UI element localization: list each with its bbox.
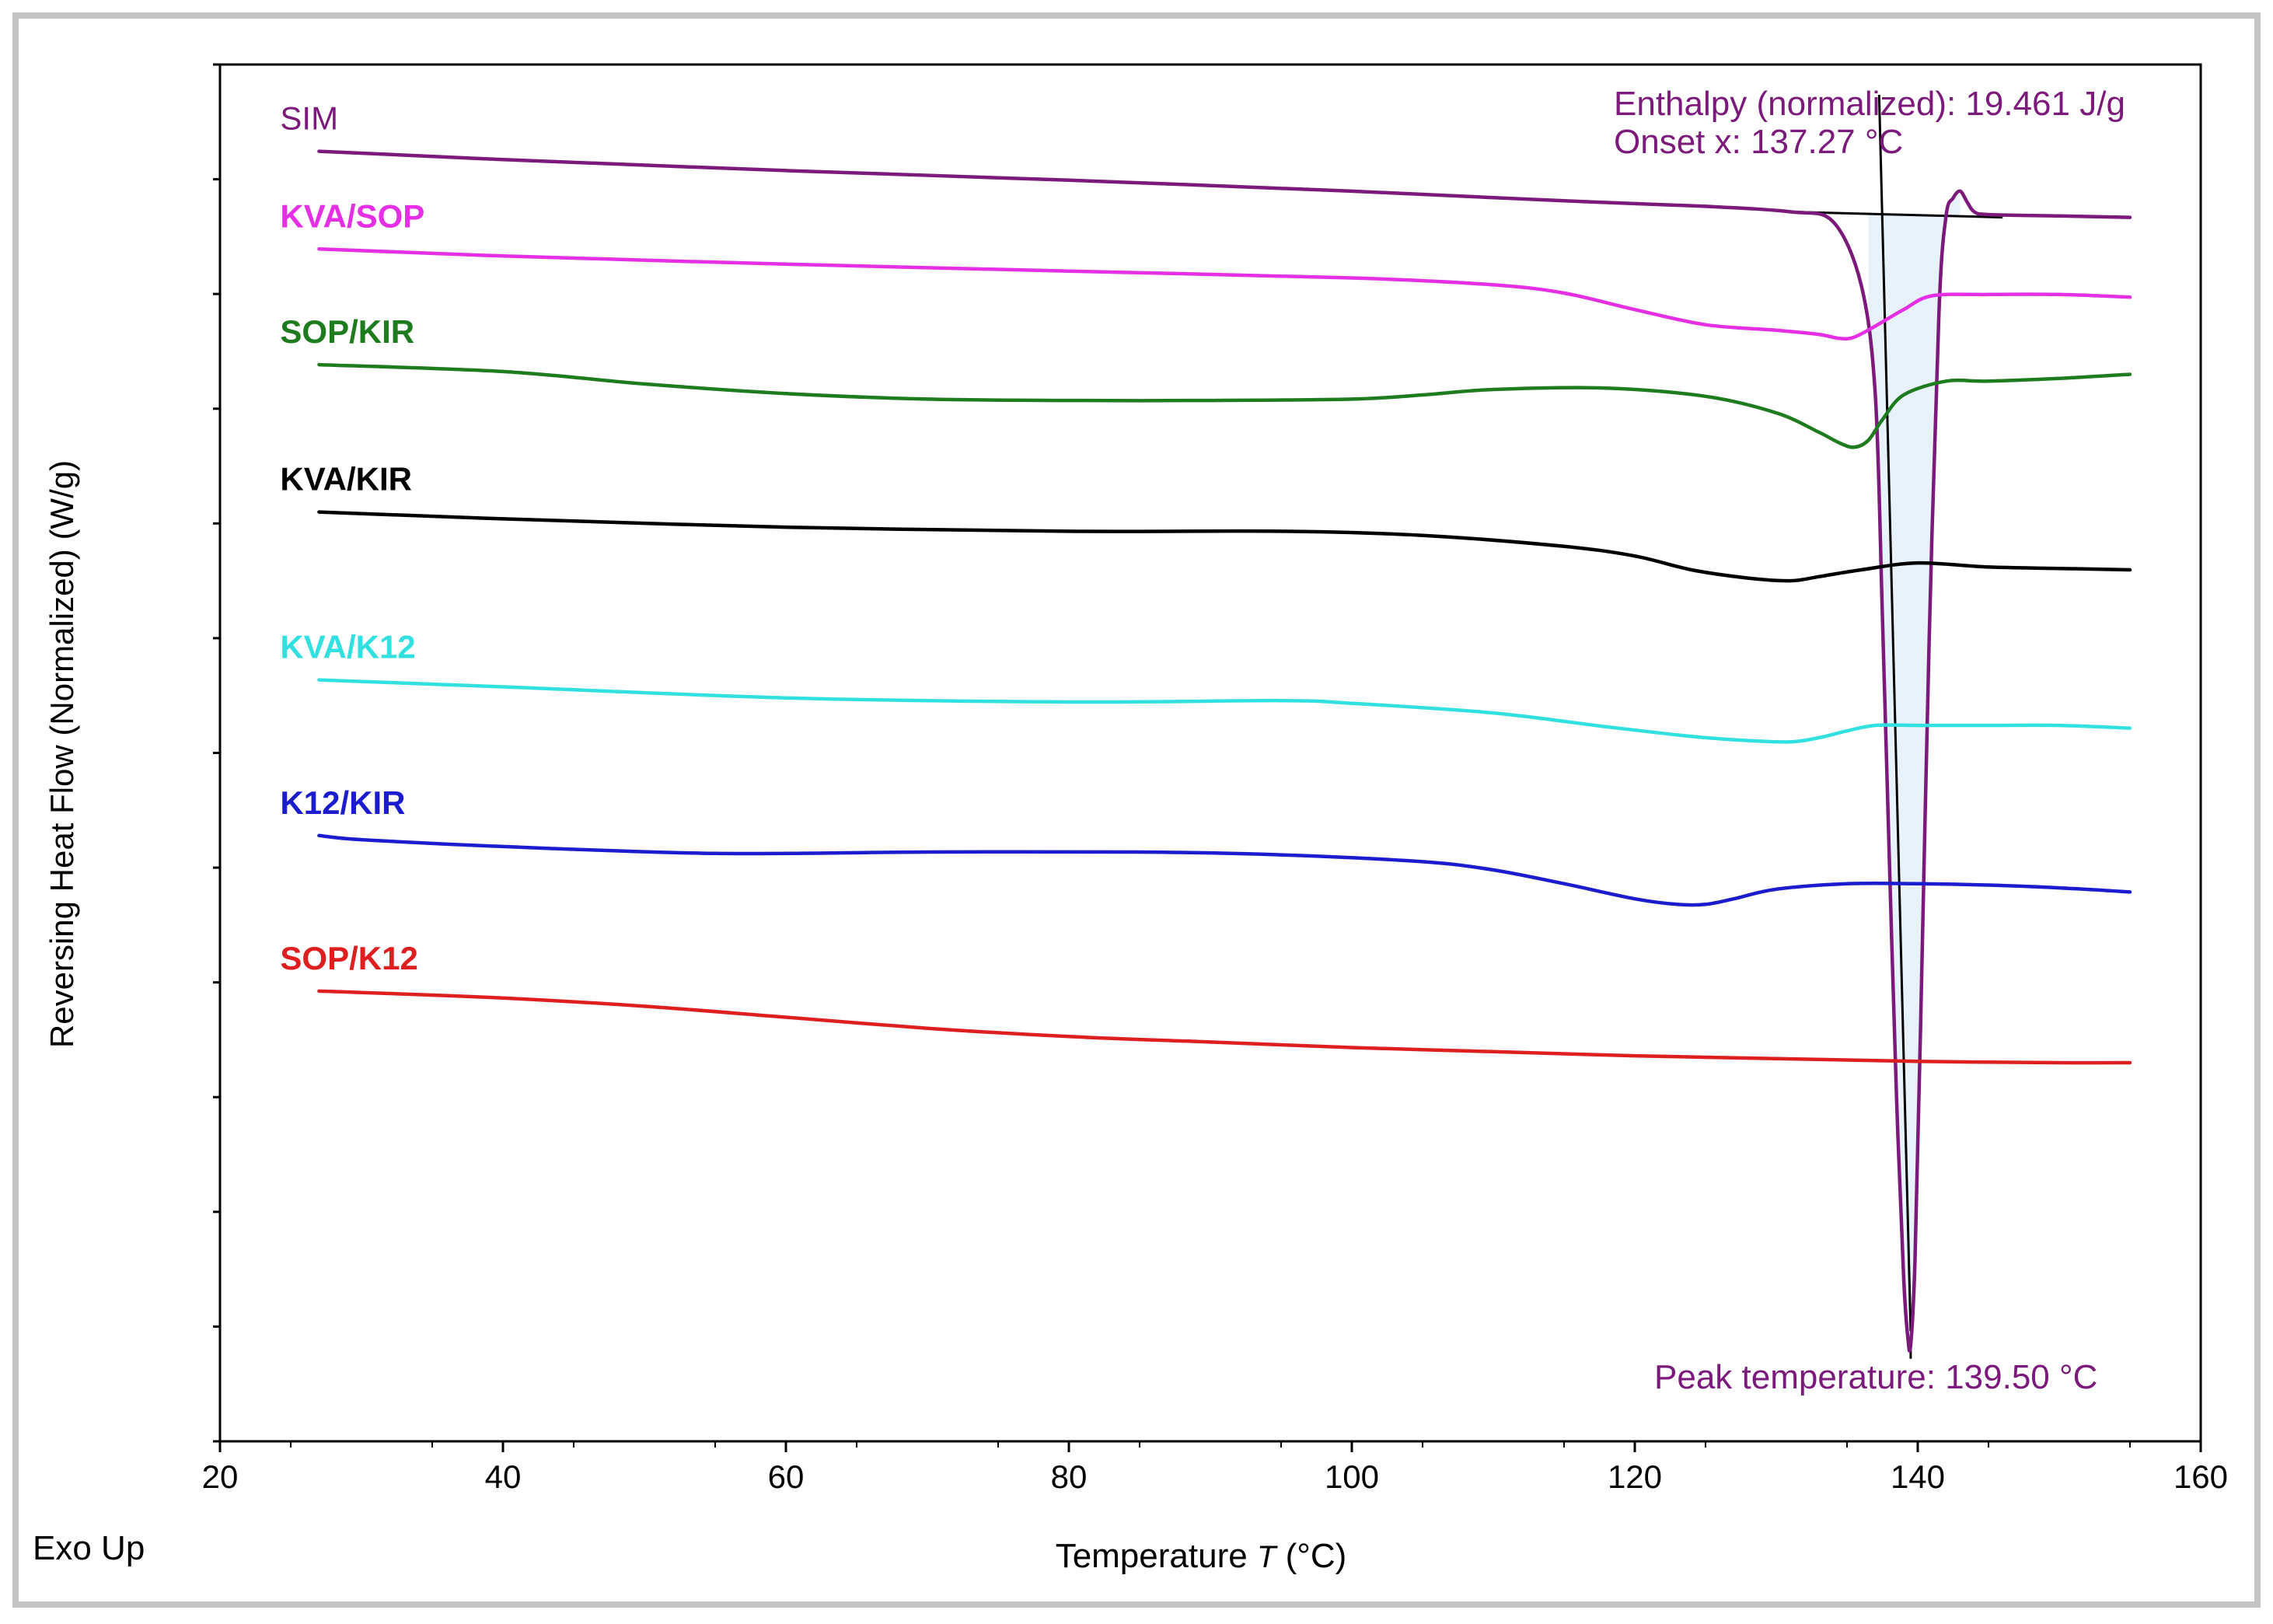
y-axis-label: Reversing Heat Flow (Normalized) (W/g) — [44, 460, 80, 1048]
series-label: SIM — [280, 100, 338, 137]
series-line — [317, 510, 2132, 583]
x-tick-label: 40 — [485, 1458, 522, 1495]
series-label: SOP/K12 — [280, 940, 417, 976]
x-axis-label-variable: T — [1257, 1540, 1278, 1574]
series-label: KVA/K12 — [280, 629, 415, 665]
series-line — [317, 989, 2132, 1065]
x-axis-label: Temperature T (°C) — [1056, 1537, 1347, 1575]
enthalpy-annotation: Enthalpy (normalized): 19.461 J/g — [1614, 85, 2125, 123]
integration-baseline — [1790, 210, 2003, 219]
series-group: KVA/K12 — [280, 629, 2132, 744]
x-tick-label: 80 — [1051, 1458, 1088, 1495]
x-tick-label: 160 — [2173, 1458, 2228, 1495]
enthalpy-integration-area — [1868, 190, 1961, 1345]
series-group: SIM — [280, 100, 2132, 1353]
x-tick-label: 120 — [1608, 1458, 1662, 1495]
series-line — [317, 362, 2132, 449]
series-label: SOP/KIR — [280, 313, 414, 350]
series-group: SOP/KIR — [280, 313, 2132, 449]
x-axis-label-prefix: Temperature — [1056, 1537, 1248, 1575]
series-line — [317, 678, 2132, 744]
x-tick-label: 100 — [1325, 1458, 1379, 1495]
series-line — [317, 149, 2132, 1353]
peak-temperature-annotation: Peak temperature: 139.50 °C — [1654, 1358, 2097, 1396]
onset-tangent-line — [1877, 94, 1912, 1332]
series-layer: SIM KVA/SOP SOP/KIR KVA/KIR KVA/K12 K12/KIR SO… — [280, 100, 2132, 1353]
label-layer: Reversing Heat Flow (Normalized) (W/g) T… — [33, 85, 2125, 1575]
series-group: KVA/KIR — [280, 461, 2132, 583]
series-line — [317, 833, 2132, 907]
series-label: K12/KIR — [280, 784, 405, 821]
series-group: K12/KIR — [280, 784, 2132, 907]
x-axis-label-unit: (°C) — [1286, 1537, 1347, 1575]
onset-annotation: Onset x: 137.27 °C — [1614, 123, 1903, 161]
series-group: SOP/K12 — [280, 940, 2132, 1065]
series-label: KVA/SOP — [280, 197, 424, 234]
x-tick-label: 20 — [202, 1458, 239, 1495]
x-tick-label: 60 — [768, 1458, 805, 1495]
x-tick-label: 140 — [1891, 1458, 1945, 1495]
series-group: KVA/SOP — [280, 197, 2132, 341]
exo-up-label: Exo Up — [33, 1529, 145, 1567]
axis-layer: 20 40 60 80 100 120 140 160 — [202, 63, 2228, 1495]
series-line — [317, 247, 2132, 341]
series-label: KVA/KIR — [280, 461, 412, 498]
